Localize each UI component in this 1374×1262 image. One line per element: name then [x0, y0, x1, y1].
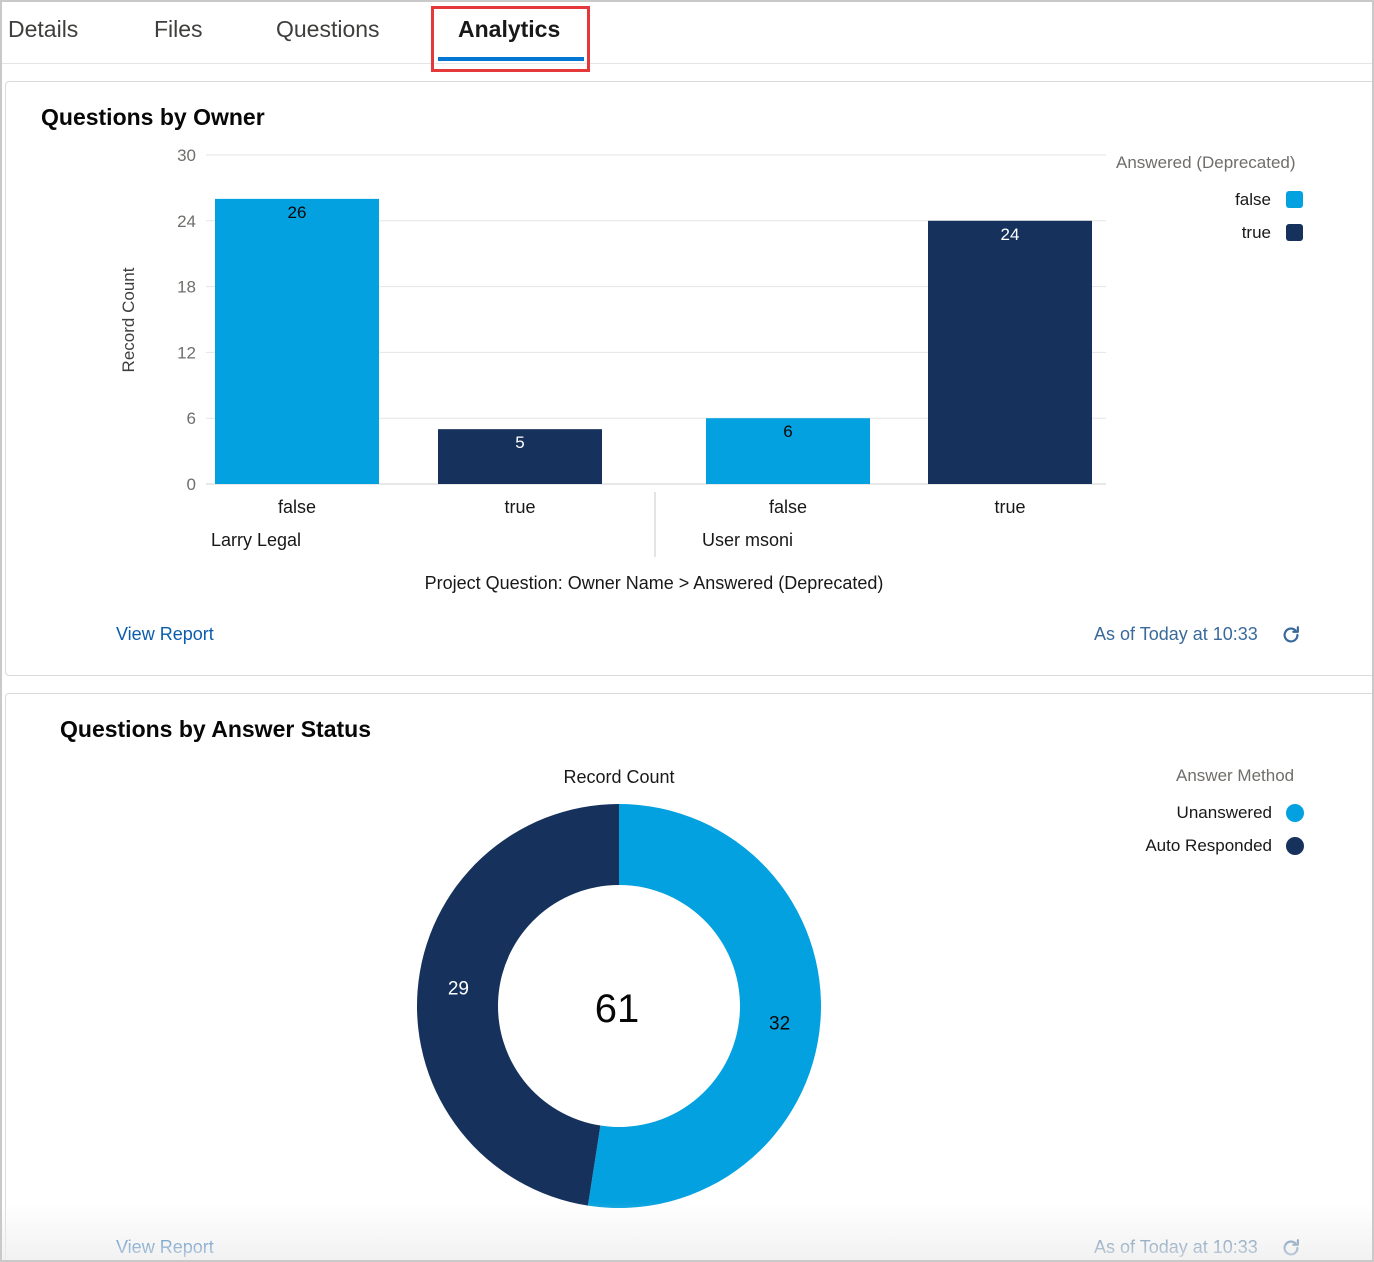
view-report-link[interactable]: View Report: [116, 1237, 214, 1257]
group-label: User msoni: [702, 530, 793, 550]
legend-dot-unanswered: [1286, 804, 1304, 822]
legend-label-true: true: [1241, 223, 1271, 242]
y-tick-label: 6: [187, 409, 196, 428]
legend-label-auto-responded: Auto Responded: [1145, 836, 1272, 855]
y-tick-label: 18: [177, 278, 196, 297]
as-of-timestamp: As of Today at 10:33: [1094, 1237, 1258, 1257]
group-label: Larry Legal: [211, 530, 301, 550]
donut-title: Record Count: [563, 767, 674, 787]
x-tick-label: false: [769, 497, 807, 517]
x-tick-label: false: [278, 497, 316, 517]
x-tick-label: true: [504, 497, 535, 517]
questions-by-answer-status-card: Questions by Answer Status Record Count …: [5, 693, 1372, 1260]
slice-value-label: 29: [448, 979, 469, 1000]
bar-value-label: 5: [515, 433, 524, 452]
x-axis-label: Project Question: Owner Name > Answered …: [425, 573, 884, 593]
y-tick-label: 0: [187, 475, 196, 494]
bar[interactable]: [438, 429, 602, 484]
bar-chart: 0 6 12 18 24 30 26 5 6 24 false true Larry Legal fa…: [119, 146, 1106, 593]
tab-details[interactable]: Details: [8, 16, 79, 42]
x-tick-label: true: [994, 497, 1025, 517]
card-title: Questions by Owner: [41, 104, 265, 130]
questions-by-owner-card: Questions by Owner 0 6 12 18 24 30 26 5 6 24 fal…: [5, 81, 1372, 676]
tab-bar: Details Files Questions Analytics: [2, 2, 1372, 72]
donut-total: 61: [595, 987, 640, 1031]
refresh-icon[interactable]: [1280, 624, 1302, 646]
legend-swatch-false: [1286, 191, 1303, 208]
legend-title: Answer Method: [1176, 766, 1295, 785]
tab-files[interactable]: Files: [154, 16, 203, 42]
y-tick-label: 12: [177, 343, 196, 362]
bar[interactable]: [928, 220, 1092, 485]
bar-value-label: 6: [783, 422, 792, 441]
legend-title: Answered (Deprecated): [1116, 153, 1296, 172]
bar[interactable]: [215, 198, 379, 484]
y-axis-label: Record Count: [119, 267, 138, 372]
legend-label-unanswered: Unanswered: [1176, 803, 1272, 822]
donut-slice[interactable]: [587, 804, 821, 1208]
tab-questions[interactable]: Questions: [276, 16, 380, 42]
donut-chart: Record Count 32 29 61: [416, 767, 821, 1208]
bar-value-label: 26: [288, 203, 307, 222]
legend-label-false: false: [1235, 190, 1271, 209]
donut-slice[interactable]: [416, 804, 619, 1206]
refresh-icon[interactable]: [1280, 1237, 1302, 1259]
tab-analytics[interactable]: Analytics: [458, 16, 561, 42]
legend-swatch-true: [1286, 224, 1303, 241]
legend-dot-auto-responded: [1286, 837, 1304, 855]
as-of-timestamp: As of Today at 10:33: [1094, 624, 1258, 644]
bar[interactable]: [706, 418, 870, 484]
y-tick-label: 30: [177, 146, 196, 165]
card-title: Questions by Answer Status: [60, 716, 371, 742]
view-report-link[interactable]: View Report: [116, 624, 214, 644]
bar-value-label: 24: [1001, 225, 1020, 244]
active-tab-indicator: [438, 57, 584, 61]
slice-value-label: 32: [769, 1013, 790, 1034]
y-tick-label: 24: [177, 212, 196, 231]
